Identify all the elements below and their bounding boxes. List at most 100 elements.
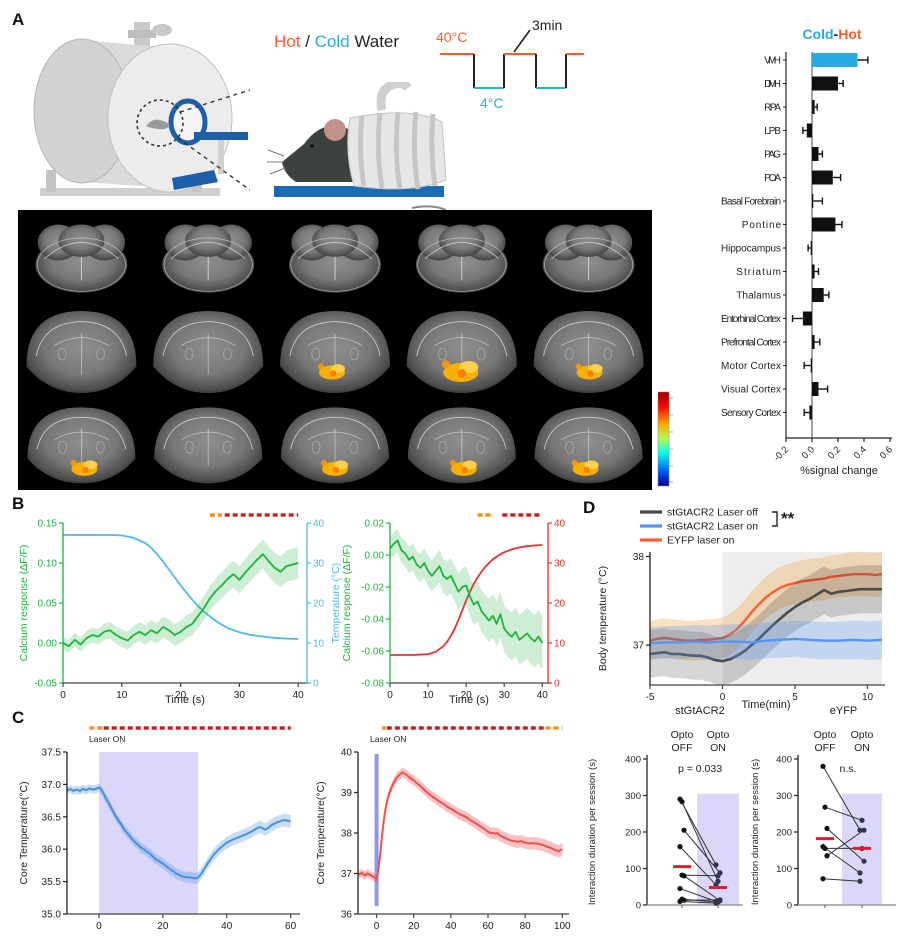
bar-title-hot: Hot [838, 26, 862, 42]
mouse-body [267, 119, 358, 182]
y2-tick-label: 20 [554, 599, 566, 610]
brain-slice-r1c1 [35, 224, 128, 293]
x-tick-label: 20 [408, 921, 420, 932]
y-axis-label: Core Temperature(°C) [315, 781, 327, 884]
x-tick-label: 20 [157, 921, 169, 932]
bar-hippocampus [810, 241, 812, 255]
column-header: Opto [814, 729, 837, 741]
laser-on-label: Laser ON [89, 734, 125, 744]
pair-line [822, 766, 861, 831]
region-label: VMH [764, 56, 781, 67]
bar-pontine [812, 217, 836, 232]
pair-line [681, 898, 719, 903]
y-axis-label: Core Temperature(°C) [18, 781, 30, 884]
sig-bracket [772, 511, 778, 527]
series-group [650, 552, 882, 685]
y2-tick-label: 40 [313, 519, 325, 530]
y-axis-label: Calcium response (ΔF/F) [18, 545, 30, 662]
data-point-off [681, 873, 687, 879]
pair-line [683, 829, 721, 874]
series-group [63, 534, 299, 653]
y-tick-label: 37 [633, 641, 645, 652]
series-line-core-temp [67, 786, 291, 880]
bar-chart-title: Cold-Hot [762, 26, 900, 42]
sig-stars: ** [781, 509, 795, 528]
column-header: ON [710, 742, 726, 754]
y-tick-label: 35.5 [42, 877, 62, 888]
brain-slice-r3c1 [27, 407, 136, 484]
stat-label: p = 0.033 [678, 763, 722, 775]
data-point-on [717, 897, 723, 903]
region-label: LPB [764, 126, 781, 137]
column-header: OFF [672, 742, 693, 754]
bar-motor-cortex [810, 358, 812, 373]
region-bar-chart: VMH DMH RPA LPB PAG POA Basal Forebrain Pontine… [721, 52, 895, 477]
legend-label: stGtACR2 Laser on [667, 521, 758, 533]
x-tick-label: 0.2 [826, 444, 843, 461]
brain-slice-r3c3 [281, 407, 389, 484]
water-label: Hot / Cold Water [274, 32, 399, 52]
y-tick-label: -0.05 [34, 679, 57, 690]
legend-label: EYFP laser on [667, 535, 735, 547]
data-point-off [822, 804, 828, 810]
y-tick-label: 0.00 [38, 639, 58, 650]
series-line-temperature [390, 544, 543, 656]
y2-tick-label: 10 [554, 639, 566, 650]
y-tick-label: 0 [636, 901, 641, 912]
data-point-off [677, 844, 683, 850]
bar-poa [812, 170, 833, 185]
pair-line [683, 875, 721, 902]
y-tick-label: 0.15 [38, 519, 58, 530]
column-header: Opto [707, 729, 730, 741]
data-point-on [861, 858, 867, 864]
y2-tick-label: 40 [554, 519, 566, 530]
region-label: Motor Cortex [721, 361, 781, 372]
y-tick-label: 200 [625, 828, 641, 839]
body-temp-plot: 37 38 -5 0 5 10 Body temperature (°C) Time(min)… [597, 507, 885, 711]
y-tick-label: 40 [341, 748, 353, 759]
data-point-off [820, 763, 826, 769]
y-tick-label: 37.5 [42, 748, 62, 759]
y-tick-label: 38 [341, 829, 353, 840]
column-header: Opto [851, 729, 874, 741]
group-title: stGtACR2 [675, 705, 725, 717]
interaction-eyfp-plot: 0100200300400eYFPOptoOFFOptoONn.s.Intera… [750, 705, 896, 912]
y-axis-label: Interaction duration per session (s) [587, 759, 598, 905]
panel-d-label: D [583, 498, 596, 517]
x-tick-label: 0 [720, 692, 726, 703]
region-label: PAG [764, 150, 781, 161]
y-tick-label: 0.02 [365, 519, 385, 530]
pair-line [679, 900, 717, 904]
y2-tick-label: 30 [554, 559, 566, 570]
y-tick-label: 400 [625, 755, 641, 766]
y-tick-label: 37.0 [42, 780, 62, 791]
x-tick-label: 0.4 [852, 444, 869, 461]
x-tick-label: 30 [499, 690, 511, 701]
x-tick-label: 0 [374, 921, 380, 932]
region-label: POA [764, 173, 781, 184]
x-tick-label: -5 [646, 692, 655, 703]
y-tick-label: 39 [341, 788, 353, 799]
temp-low-label: 4°C [480, 95, 504, 111]
brain-slice-r3c2 [154, 407, 263, 484]
y-tick-label: 0 [787, 901, 792, 912]
y2-tick-label: 20 [313, 599, 325, 610]
x-tick-label: 80 [520, 921, 532, 932]
series-line-stgtacr2-laser-off [650, 587, 882, 663]
data-point-on [713, 900, 719, 906]
y-tick-label: 0.05 [38, 599, 58, 610]
y-axis-label: Body temperature (°C) [597, 566, 609, 671]
bar-title-cold: Cold [802, 26, 834, 42]
pair-line [679, 888, 717, 902]
activation-blob [571, 459, 599, 476]
x-tick-label: 5 [792, 692, 798, 703]
y-tick-label: 0.10 [38, 559, 58, 570]
activation-blob [441, 360, 479, 382]
bar-basal-forebrain [812, 194, 814, 208]
activation-blob [318, 363, 345, 380]
x-axis-label: Time (s) [165, 694, 205, 706]
colorbar-ticks [669, 397, 673, 483]
y2-tick-label: 10 [313, 639, 325, 650]
y-tick-label: 200 [776, 828, 792, 839]
